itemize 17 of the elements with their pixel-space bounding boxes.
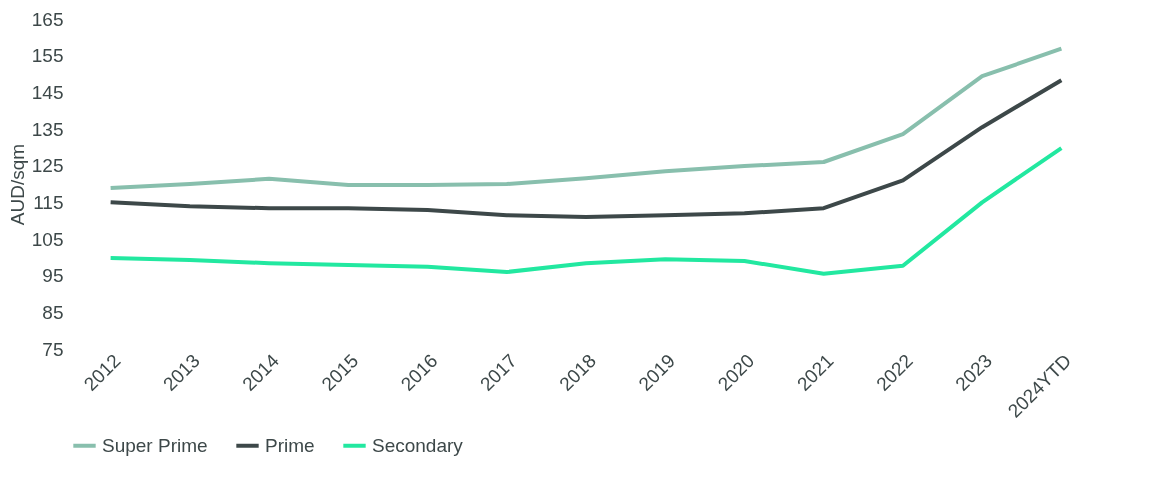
y-axis-title: AUD/sqm xyxy=(6,143,28,226)
y-tick-label: 155 xyxy=(31,45,64,67)
y-tick-label: 135 xyxy=(31,118,64,140)
y-tick-label: 115 xyxy=(33,191,64,213)
line-series xyxy=(108,46,1064,191)
line-series xyxy=(108,146,1064,276)
y-tick-label: 95 xyxy=(42,265,64,287)
y-tick-label: 85 xyxy=(42,301,64,323)
y-tick-label: 75 xyxy=(42,338,64,360)
y-tick-label: 105 xyxy=(31,228,64,250)
line-series xyxy=(108,78,1064,219)
legend-label: Super Prime xyxy=(102,434,208,456)
y-tick-label: 165 xyxy=(31,8,64,30)
legend-label: Secondary xyxy=(372,434,464,456)
legend-label: Prime xyxy=(265,434,315,456)
y-tick-label: 125 xyxy=(31,155,64,177)
y-tick-label: 145 xyxy=(31,81,64,103)
